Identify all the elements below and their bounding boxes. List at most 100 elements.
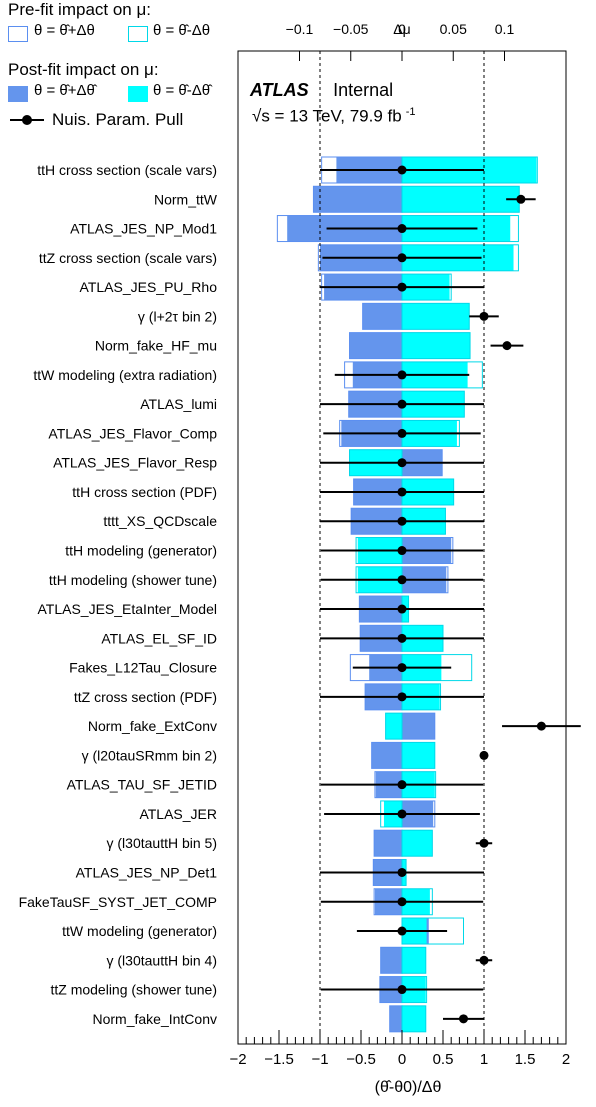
parameter-label: FakeTauSF_SYST_JET_COMP bbox=[19, 894, 217, 910]
atlas-label: ATLAS Internal bbox=[250, 80, 393, 101]
pull-marker bbox=[397, 663, 407, 673]
postfit-minus-bar bbox=[402, 332, 471, 359]
postfit-minus-bar bbox=[385, 713, 402, 740]
pull-marker bbox=[397, 985, 407, 995]
energy-text: √s = 13 TeV, 79.9 fb bbox=[252, 106, 402, 126]
pull-marker bbox=[397, 897, 407, 907]
atlas-energy: √s = 13 TeV, 79.9 fb -1 bbox=[252, 106, 415, 127]
postfit-plus-bar bbox=[371, 742, 402, 769]
pull-marker bbox=[459, 1014, 468, 1024]
postfit-legend-title: Post-fit impact on μ: bbox=[8, 60, 159, 79]
prefit-minus-bar bbox=[385, 712, 403, 740]
pull-legend-label: Nuis. Param. Pull bbox=[52, 110, 184, 129]
parameter-label: ttH modeling (generator) bbox=[65, 543, 217, 559]
prefit-plus-swatch bbox=[8, 26, 28, 42]
pull-marker bbox=[397, 780, 407, 790]
prefit-minus-bar bbox=[401, 1005, 427, 1033]
parameter-label: ttZ modeling (shower tune) bbox=[50, 982, 217, 998]
pull-marker bbox=[397, 458, 407, 468]
parameter-label: ttZ cross section (PDF) bbox=[74, 689, 217, 705]
parameter-label: ATLAS_JER bbox=[139, 806, 217, 822]
parameter-label: γ (l20tauSRmm bin 2) bbox=[82, 747, 217, 763]
postfit-plus-label: θ = θ̂+Δθ̂ bbox=[34, 82, 95, 99]
pull-marker bbox=[397, 546, 407, 556]
parameter-label: ATLAS_JES_Flavor_Resp bbox=[53, 455, 217, 471]
postfit-plus-bar bbox=[389, 1005, 402, 1032]
top-axis-label: Δμ bbox=[393, 21, 410, 37]
pull-marker bbox=[397, 428, 407, 438]
parameter-label: Fakes_L12Tau_Closure bbox=[69, 660, 217, 676]
parameter-label: γ (l30tauttH bin 4) bbox=[107, 952, 218, 968]
pull-marker bbox=[397, 575, 407, 585]
parameter-label: ATLAS_JES_Flavor_Comp bbox=[48, 425, 217, 441]
prefit-minus-bar bbox=[401, 829, 433, 857]
pull-marker bbox=[397, 867, 407, 877]
x-tick-label: −1.5 bbox=[264, 1051, 294, 1068]
pull-marker bbox=[397, 604, 407, 614]
postfit-minus-bar bbox=[402, 830, 433, 857]
postfit-minus-bar bbox=[402, 186, 520, 213]
pull-marker bbox=[479, 838, 489, 848]
top-tick-label: 0 bbox=[398, 21, 406, 37]
pull-marker bbox=[397, 633, 407, 643]
pull-marker bbox=[397, 399, 407, 409]
parameter-label: ATLAS_JES_NP_Det1 bbox=[76, 864, 218, 880]
pull-marker bbox=[397, 487, 407, 497]
pull-marker bbox=[479, 750, 489, 760]
postfit-minus-bar bbox=[402, 742, 435, 769]
parameter-label: γ (l+2τ bin 2) bbox=[138, 308, 217, 324]
pull-legend-dot bbox=[22, 115, 32, 125]
parameter-label: Norm_ttW bbox=[154, 191, 218, 207]
top-tick-label: 0.05 bbox=[440, 21, 467, 37]
pull-marker bbox=[397, 253, 407, 263]
parameter-label: γ (l30tauttH bin 5) bbox=[107, 835, 218, 851]
top-tick-label: −0.05 bbox=[333, 21, 369, 37]
energy-exponent: -1 bbox=[405, 106, 416, 118]
parameter-label: ATLAS_TAU_SF_JETID bbox=[67, 777, 217, 793]
x-tick-label: 0.5 bbox=[433, 1051, 454, 1068]
postfit-plus-bar bbox=[402, 713, 435, 740]
axes: −2 −1.5 −1 −0.5 0 0.5 1 1.5 2 (θ̂-θ0)/Δθ −0.1 −0.05… bbox=[229, 21, 570, 1096]
postfit-plus-swatch bbox=[8, 86, 28, 102]
parameter-label: tttt_XS_QCDscale bbox=[103, 513, 217, 529]
postfit-minus-label: θ = θ̂-Δθ̂ bbox=[153, 82, 211, 99]
top-tick-label: 0.1 bbox=[495, 21, 515, 37]
postfit-minus-swatch bbox=[128, 86, 148, 102]
pull-marker bbox=[479, 311, 489, 321]
prefit-legend-title: Pre-fit impact on μ: bbox=[8, 0, 152, 19]
postfit-plus-bar bbox=[362, 303, 402, 330]
pulls-layer bbox=[320, 165, 581, 1024]
pull-marker bbox=[479, 955, 489, 965]
pull-marker bbox=[397, 692, 407, 702]
parameter-label: ttW modeling (generator) bbox=[62, 923, 217, 939]
pull-marker bbox=[397, 516, 407, 526]
prefit-minus-bar bbox=[401, 946, 427, 974]
parameter-labels: ttH cross section (scale vars) Norm_ttW AT… bbox=[19, 162, 218, 1027]
pull-marker bbox=[516, 194, 526, 204]
pull-marker bbox=[397, 370, 407, 380]
x-tick-label: −1 bbox=[311, 1051, 328, 1068]
parameter-label: Norm_fake_HF_mu bbox=[95, 338, 217, 354]
parameter-label: ATLAS_JES_PU_Rho bbox=[80, 279, 218, 295]
pull-marker bbox=[502, 341, 512, 351]
prefit-minus-label: θ = θ̂-Δθ bbox=[153, 22, 211, 39]
x-tick-label: 1.5 bbox=[515, 1051, 536, 1068]
top-tick-label: −0.1 bbox=[286, 21, 314, 37]
postfit-plus-bar bbox=[313, 186, 402, 213]
pull-marker bbox=[397, 224, 407, 234]
x-tick-label: −0.5 bbox=[346, 1051, 376, 1068]
postfit-minus-bar bbox=[402, 1005, 426, 1032]
parameter-label: Norm_fake_ExtConv bbox=[88, 718, 217, 734]
parameter-label: ttZ cross section (scale vars) bbox=[39, 250, 217, 266]
x-axis-label: (θ̂-θ0)/Δθ bbox=[375, 1079, 442, 1096]
pull-marker bbox=[397, 809, 407, 819]
prefit-minus-bar bbox=[401, 332, 471, 360]
postfit-plus-bar bbox=[380, 947, 402, 974]
pull-marker bbox=[536, 721, 546, 731]
parameter-label: ttH cross section (PDF) bbox=[72, 484, 217, 500]
parameter-label: ATLAS_lumi bbox=[140, 396, 217, 412]
parameter-label: Norm_fake_IntConv bbox=[92, 1011, 217, 1027]
postfit-minus-bar bbox=[402, 303, 470, 330]
x-tick-label: 0 bbox=[398, 1051, 406, 1068]
